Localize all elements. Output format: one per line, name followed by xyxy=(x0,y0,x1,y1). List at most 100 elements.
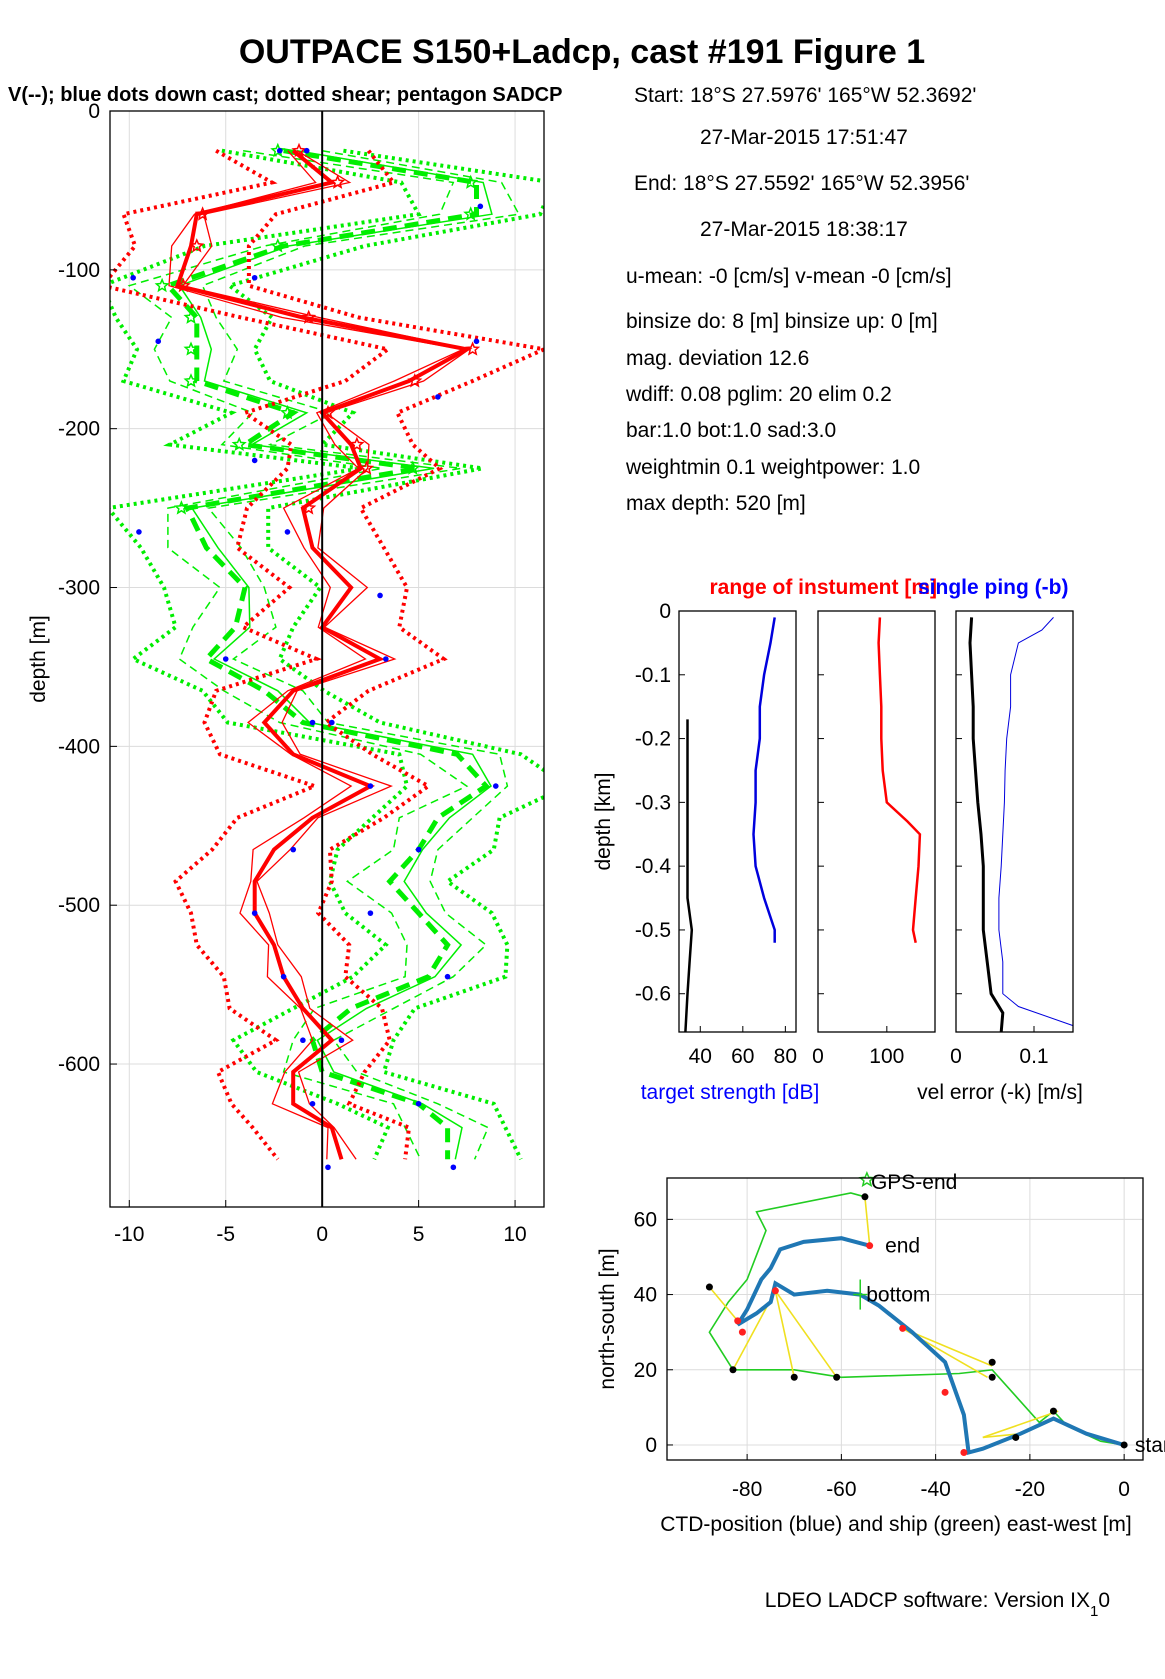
downcast-dot xyxy=(303,147,310,154)
sadcp-marker xyxy=(301,309,317,324)
series-line xyxy=(968,617,1005,1033)
sadcp-marker xyxy=(358,460,375,475)
ctd-position-dot xyxy=(771,1287,779,1295)
y-tick-label: 40 xyxy=(634,1284,657,1307)
plot-area xyxy=(679,611,796,1032)
ship-position-dot xyxy=(861,1193,869,1201)
sadcp-marker xyxy=(183,309,199,324)
sadcp-marker xyxy=(270,238,286,253)
software-version-text: LDEO LADCP software: Version IX xyxy=(765,1589,1090,1612)
sadcp-marker xyxy=(231,436,247,451)
y-tick-label: -600 xyxy=(58,1053,100,1076)
inset-title-range: range of instument [m] xyxy=(709,576,937,599)
ship-position-dot xyxy=(705,1283,713,1291)
x-tick-label: -80 xyxy=(732,1478,762,1501)
x-tick-label: 80 xyxy=(774,1045,797,1068)
u-shear-upper xyxy=(246,149,544,1160)
downcast-dot xyxy=(251,457,258,464)
sadcp-marker xyxy=(183,373,199,388)
v-dashed-1 xyxy=(127,149,469,1160)
track-label: start xyxy=(1135,1434,1165,1457)
x-tick-label: -5 xyxy=(216,1223,235,1246)
software-version: LDEO LADCP software: Version IX10 xyxy=(765,1589,1110,1620)
downcast-dot xyxy=(309,719,316,726)
u-mean-line xyxy=(174,149,473,1160)
vel-error-panel: 0 0.1 xyxy=(950,610,1074,1068)
x-tick-label: 40 xyxy=(689,1045,712,1068)
downcast-dot xyxy=(280,973,287,980)
y-tick-label: -0.3 xyxy=(635,791,671,814)
downcast-dot xyxy=(130,274,136,281)
downcast-dot xyxy=(155,338,162,345)
downcast-dot xyxy=(300,1037,306,1044)
downcast-dot xyxy=(325,1164,331,1171)
target-strength-xlabel: target strength [dB] xyxy=(641,1081,820,1104)
series-line xyxy=(752,617,776,943)
series-line xyxy=(877,617,922,943)
x-tick-label: -20 xyxy=(1015,1478,1045,1501)
connector-line xyxy=(982,1410,1059,1439)
ctd-track xyxy=(736,1236,1125,1456)
ship-position-dot xyxy=(988,1358,996,1366)
downcast-dot xyxy=(329,719,335,726)
sadcp-marker xyxy=(189,238,205,253)
connector-line xyxy=(864,1196,871,1246)
v-shear-upper xyxy=(225,148,544,1161)
sadcp-marker xyxy=(407,373,423,388)
sadcp-marker xyxy=(175,277,191,293)
plot-area xyxy=(110,111,544,1207)
info-line: wdiff: 0.08 pglim: 20 elim 0.2 xyxy=(625,383,892,406)
x-tick-label: 100 xyxy=(869,1045,904,1068)
downcast-dot xyxy=(136,529,142,535)
x-tick-label: 10 xyxy=(503,1223,526,1246)
ship-track xyxy=(708,1192,1125,1446)
downcast-dot xyxy=(377,592,383,599)
plot-area xyxy=(818,611,935,1032)
series-line xyxy=(998,617,1074,1027)
downcast-dot xyxy=(309,1100,316,1107)
x-tick-label: 0.1 xyxy=(1019,1045,1048,1068)
y-axis-label: north-south [m] xyxy=(596,1248,619,1389)
x-tick-label: 5 xyxy=(413,1223,425,1246)
y-tick-label: -200 xyxy=(58,418,100,441)
track-label: bottom xyxy=(866,1284,930,1307)
sadcp-marker xyxy=(301,500,317,515)
downcast-dot xyxy=(367,783,374,789)
x-tick-label: 0 xyxy=(950,1045,962,1068)
ctd-position-dot xyxy=(866,1242,874,1250)
software-version-sub: 1 xyxy=(1090,1603,1098,1620)
downcast-dot xyxy=(367,910,374,916)
info-line: mag. deviation 12.6 xyxy=(626,347,809,370)
v-mean-line xyxy=(163,148,490,1160)
x-tick-label: 0 xyxy=(316,1223,328,1246)
vel-error-xlabel: vel error (-k) [m/s] xyxy=(917,1081,1083,1104)
sadcp-marker xyxy=(195,206,211,221)
downcast-dot xyxy=(415,1100,422,1107)
y-tick-label: 0 xyxy=(88,100,100,123)
software-version-tail: 0 xyxy=(1098,1589,1110,1612)
connector-line xyxy=(708,1286,739,1322)
y-tick-label: -300 xyxy=(58,577,100,600)
downcast-dot xyxy=(473,338,480,345)
info-line: End: 18°S 27.5592' 165°W 52.3956' xyxy=(634,172,969,195)
plot-frame xyxy=(955,610,1074,1033)
sadcp-marker xyxy=(320,404,336,420)
sadcp-marker xyxy=(405,460,421,475)
x-axis-label: CTD-position (blue) and ship (green) eas… xyxy=(660,1513,1132,1536)
sadcp-marker xyxy=(291,142,307,158)
y-tick-label: -0.6 xyxy=(635,983,671,1006)
downcast-dot xyxy=(222,656,229,662)
downcast-dot xyxy=(477,203,484,210)
sadcp-marker xyxy=(463,174,479,189)
x-tick-label: -10 xyxy=(114,1223,144,1246)
x-tick-label: 60 xyxy=(731,1045,754,1068)
y-tick-label: 0 xyxy=(659,600,671,623)
info-line: weightmin 0.1 weightpower: 1.0 xyxy=(625,456,920,479)
y-tick-label: -400 xyxy=(58,735,100,758)
ctd-ship-track-panel: GPS-end end bottom start -80 -60 -40 -20 0 0 20 40 6… xyxy=(596,1171,1165,1536)
u-thin-2 xyxy=(181,150,471,1160)
downcast-dot xyxy=(383,656,389,662)
sadcp-marker xyxy=(173,500,189,515)
sadcp-marker xyxy=(183,341,199,356)
v-solid-line xyxy=(178,149,493,1160)
